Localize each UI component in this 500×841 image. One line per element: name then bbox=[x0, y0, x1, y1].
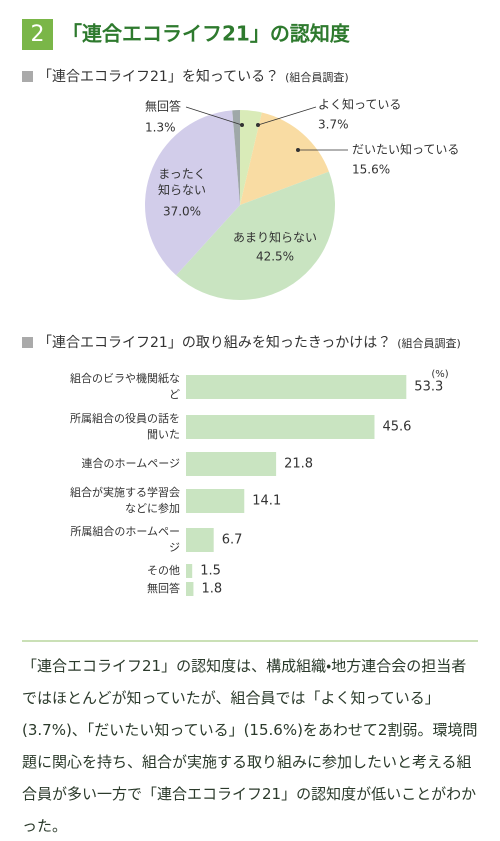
category-label: 所属組合の役員の話を聞いた bbox=[70, 411, 180, 441]
leader-line bbox=[257, 106, 317, 126]
section-title: 「連合エコライフ21」の認知度 bbox=[62, 22, 351, 46]
slice-label: あまり知らない bbox=[233, 231, 317, 245]
category-label: 連合のホームページ bbox=[82, 456, 180, 470]
leader-dot bbox=[256, 123, 260, 127]
bar bbox=[186, 452, 277, 476]
bar-note: (組合員調査) bbox=[397, 337, 461, 350]
value-label: 45.6 bbox=[382, 420, 411, 435]
pie-slice bbox=[240, 112, 329, 205]
value-label: 6.7 bbox=[222, 533, 243, 548]
category-label: 所属組合のホームページ bbox=[70, 524, 180, 554]
pie-note: (組合員調査) bbox=[285, 71, 349, 84]
category-label: その他 bbox=[147, 564, 180, 577]
slice-value: 3.7% bbox=[318, 118, 349, 132]
bar bbox=[186, 564, 193, 578]
slice-label: だいたい知っている bbox=[352, 143, 459, 157]
leader-dot bbox=[240, 123, 244, 127]
slice-value: 1.3% bbox=[145, 121, 176, 135]
section-number: 2 bbox=[31, 22, 45, 47]
category-label: 無回答 bbox=[147, 581, 180, 595]
value-label: 21.8 bbox=[284, 457, 313, 472]
bar bbox=[186, 415, 375, 439]
bar bbox=[186, 489, 245, 513]
bar bbox=[186, 582, 194, 596]
value-label: 14.1 bbox=[252, 494, 281, 509]
bar bbox=[186, 528, 214, 552]
category-label: 組合のビラや機関紙など bbox=[70, 371, 180, 401]
leader-line bbox=[185, 106, 243, 126]
unit-label: (%) bbox=[431, 369, 448, 380]
leader-dot bbox=[296, 148, 300, 152]
slice-label: よく知っている bbox=[318, 98, 401, 112]
bar bbox=[186, 375, 407, 399]
section-badge bbox=[22, 19, 53, 50]
slice-value: 37.0% bbox=[163, 205, 201, 219]
body-text: 「連合エコライフ21」の認知度は、構成組織・地方連合会の担当者ではほとんどが知っ… bbox=[22, 657, 478, 835]
bar-heading: 「連合エコライフ21」の取り組みを知ったきっかけは？ (組合員調査) bbox=[22, 332, 461, 352]
slice-value: 42.5% bbox=[256, 250, 294, 264]
slice-label: 無回答 bbox=[145, 99, 181, 114]
category-label: 組合が実施する学習会などに参加 bbox=[70, 485, 180, 515]
pie-title: 「連合エコライフ21」を知っている？ bbox=[38, 69, 280, 85]
pie-slice bbox=[232, 110, 240, 205]
slice-value: 15.6% bbox=[352, 163, 390, 177]
pie-slice bbox=[144, 110, 240, 276]
value-label: 1.8 bbox=[201, 582, 222, 597]
pie-slice bbox=[176, 171, 336, 301]
pie-heading: 「連合エコライフ21」を知っている？ (組合員調査) bbox=[22, 66, 349, 86]
pie-slice bbox=[240, 110, 262, 205]
value-label: 53.3 bbox=[414, 380, 443, 395]
slice-label: まったく知らない bbox=[158, 167, 206, 197]
bar-title: 「連合エコライフ21」の取り組みを知ったきっかけは？ bbox=[38, 335, 392, 351]
value-label: 1.5 bbox=[200, 564, 221, 579]
